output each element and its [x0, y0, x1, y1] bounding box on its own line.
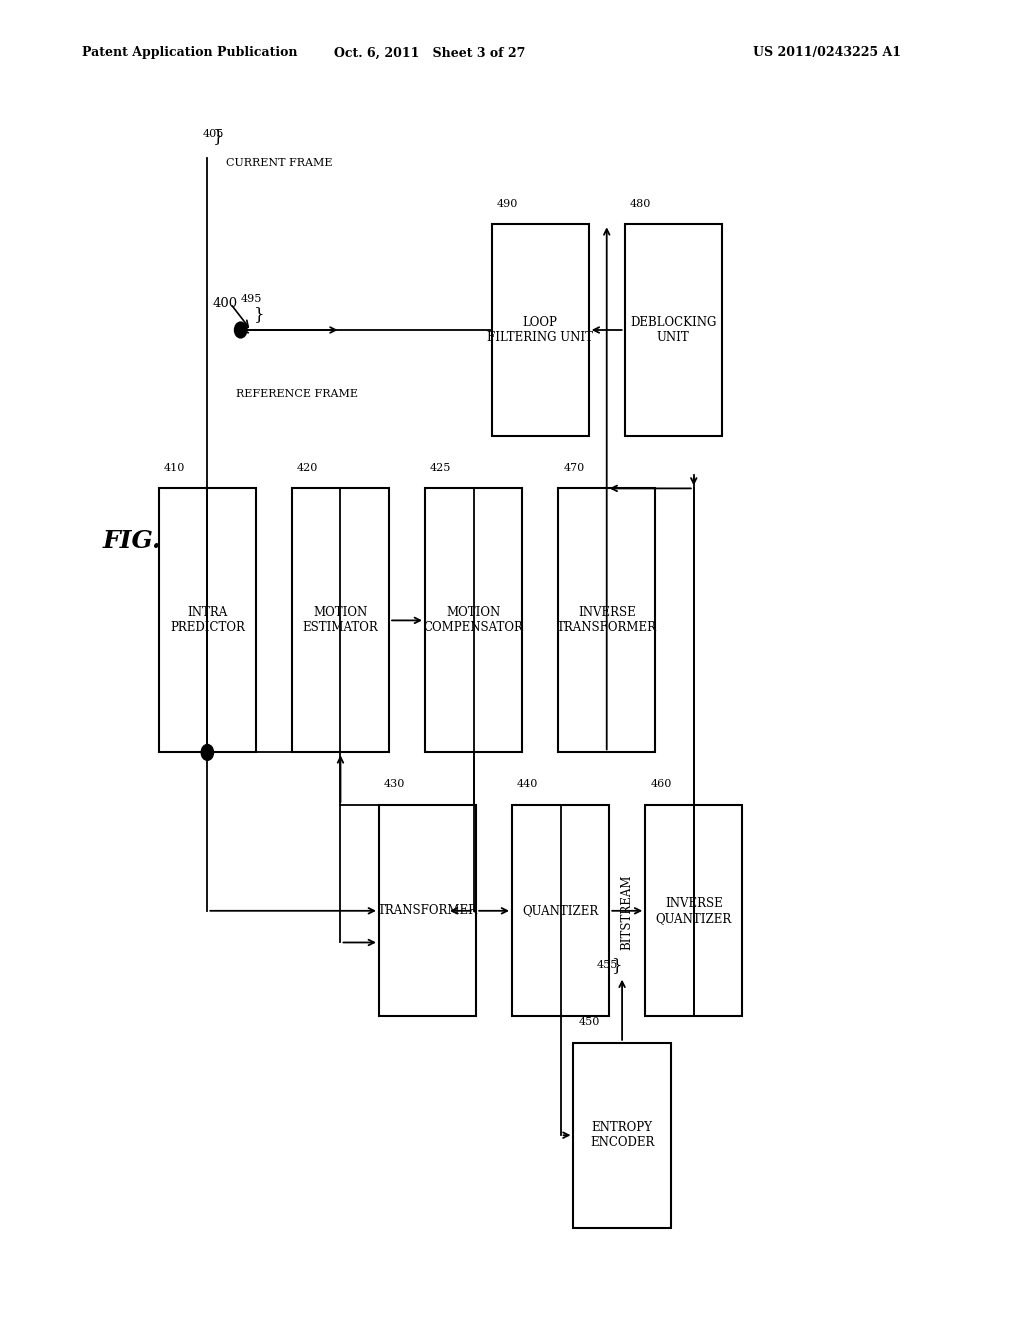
FancyBboxPatch shape [379, 805, 476, 1016]
Text: 410: 410 [164, 462, 185, 473]
Text: Patent Application Publication: Patent Application Publication [82, 46, 297, 59]
FancyBboxPatch shape [492, 224, 589, 436]
Text: QUANTIZER: QUANTIZER [522, 904, 599, 917]
FancyBboxPatch shape [645, 805, 742, 1016]
Text: INTRA
PREDICTOR: INTRA PREDICTOR [170, 606, 245, 635]
FancyBboxPatch shape [425, 488, 522, 752]
Text: DEBLOCKING
UNIT: DEBLOCKING UNIT [630, 315, 717, 345]
FancyBboxPatch shape [573, 1043, 671, 1228]
Text: 495: 495 [241, 293, 262, 304]
Text: }: } [612, 957, 623, 974]
Text: 460: 460 [650, 779, 672, 789]
FancyBboxPatch shape [625, 224, 722, 436]
Text: MOTION
COMPENSATOR: MOTION COMPENSATOR [424, 606, 523, 635]
Text: REFERENCE FRAME: REFERENCE FRAME [236, 389, 357, 400]
Text: 490: 490 [497, 198, 518, 209]
Text: 480: 480 [630, 198, 651, 209]
Text: CURRENT FRAME: CURRENT FRAME [225, 158, 333, 169]
Text: 400: 400 [213, 297, 238, 310]
Text: 455: 455 [596, 960, 617, 970]
Text: 440: 440 [517, 779, 539, 789]
Text: FIG. 4: FIG. 4 [102, 529, 187, 553]
Text: 430: 430 [384, 779, 406, 789]
Text: MOTION
ESTIMATOR: MOTION ESTIMATOR [303, 606, 378, 635]
Text: 425: 425 [430, 462, 452, 473]
FancyBboxPatch shape [558, 488, 655, 752]
Text: ENTROPY
ENCODER: ENTROPY ENCODER [590, 1121, 654, 1150]
Text: LOOP
FILTERING UNIT: LOOP FILTERING UNIT [487, 315, 593, 345]
FancyBboxPatch shape [512, 805, 609, 1016]
Text: 420: 420 [297, 462, 318, 473]
FancyBboxPatch shape [292, 488, 389, 752]
Text: 470: 470 [563, 462, 585, 473]
Text: Oct. 6, 2011   Sheet 3 of 27: Oct. 6, 2011 Sheet 3 of 27 [335, 46, 525, 59]
Text: TRANSFORMER: TRANSFORMER [378, 904, 477, 917]
Text: }: } [254, 306, 264, 323]
Text: }: } [213, 128, 223, 145]
Text: BITSTREAM: BITSTREAM [621, 875, 634, 950]
Text: INVERSE
QUANTIZER: INVERSE QUANTIZER [655, 896, 732, 925]
Text: 405: 405 [203, 128, 223, 139]
Circle shape [234, 322, 247, 338]
FancyBboxPatch shape [159, 488, 256, 752]
Circle shape [201, 744, 214, 760]
Text: 450: 450 [579, 1016, 600, 1027]
Text: INVERSE
TRANSFORMER: INVERSE TRANSFORMER [557, 606, 656, 635]
Text: US 2011/0243225 A1: US 2011/0243225 A1 [753, 46, 901, 59]
